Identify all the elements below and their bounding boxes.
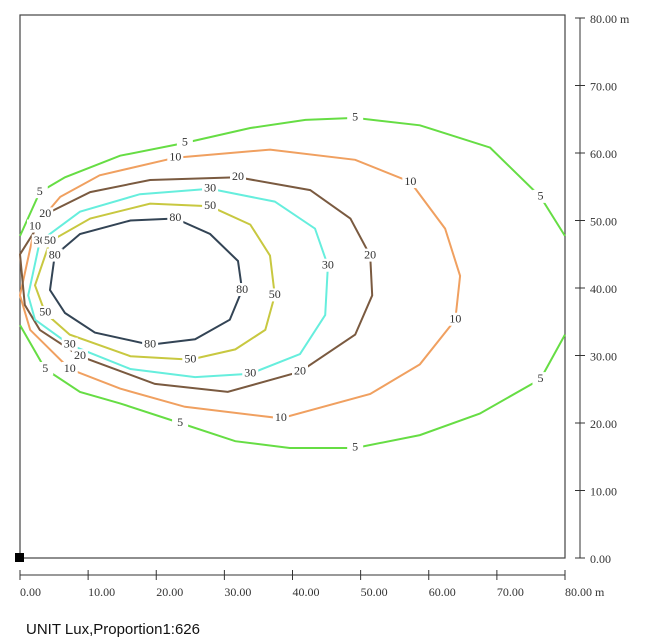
contour-line [48, 217, 244, 346]
y-tick-label: 70.00 [590, 79, 617, 93]
label-bg [532, 372, 549, 386]
label-bg [176, 135, 193, 149]
contour-label: 50 [39, 305, 51, 319]
contour-label: 5 [177, 415, 183, 429]
x-tick-label: 0.00 [20, 585, 41, 599]
contour-label: 10 [169, 149, 181, 163]
label-bg [167, 211, 184, 225]
contour-label: 30 [204, 181, 216, 195]
label-bg [319, 258, 336, 272]
y-tick-label: 30.00 [590, 349, 617, 363]
contour-label: 80 [49, 247, 61, 261]
contour-label: 5 [537, 371, 543, 385]
contour-label: 5 [537, 189, 543, 203]
label-bg [61, 337, 78, 351]
x-tick-label: 80.00 m [565, 585, 605, 599]
label-bg [46, 248, 63, 262]
label-bg [362, 248, 379, 262]
contour-label: 30 [322, 257, 334, 271]
label-bg [41, 234, 58, 248]
x-tick-label: 70.00 [497, 585, 524, 599]
label-bg [266, 288, 283, 302]
label-bg [272, 411, 289, 425]
label-bg [172, 416, 189, 429]
plot-frame [19, 14, 566, 559]
label-bg [202, 181, 219, 195]
contour-label: 80 [169, 210, 181, 224]
y-tick-label: 0.00 [590, 552, 611, 566]
contour-label: 10 [404, 174, 416, 188]
contour-label: 5 [352, 440, 358, 454]
x-tick-label: 40.00 [293, 585, 320, 599]
contour-label: 20 [294, 363, 306, 377]
contour-label: 20 [74, 348, 86, 362]
contour-label: 20 [39, 206, 51, 220]
contour-line [19, 116, 566, 449]
label-bg [37, 305, 54, 319]
contour-label: 20 [232, 169, 244, 183]
contour-label: 50 [184, 351, 196, 365]
contour-label: 80 [236, 282, 248, 296]
y-tick-label: 80.00 m [590, 12, 630, 26]
contour-label: 50 [269, 287, 281, 301]
label-bg [167, 150, 184, 164]
label-bg [182, 352, 199, 366]
x-tick-label: 20.00 [156, 585, 183, 599]
label-bg [291, 364, 308, 378]
x-tick-label: 10.00 [88, 585, 115, 599]
contour-label: 5 [42, 361, 48, 375]
x-tick-label: 60.00 [429, 585, 456, 599]
contour-line [18, 148, 462, 420]
x-tick-label: 30.00 [224, 585, 251, 599]
label-bg [26, 219, 43, 233]
contour-label: 5 [37, 184, 43, 198]
label-bg [37, 207, 54, 221]
caption: UNIT Lux,Proportion1:626 [26, 621, 200, 638]
contour-label: 50 [44, 233, 56, 247]
label-bg [202, 199, 219, 213]
label-bg [402, 175, 419, 189]
label-bg [242, 366, 259, 380]
label-bg [347, 440, 364, 454]
label-bg [532, 189, 549, 203]
contour-line [27, 187, 329, 379]
contour-label: 5 [182, 135, 188, 149]
label-bg [447, 312, 464, 326]
label-bg [142, 337, 159, 351]
x-tick-label: 50.00 [361, 585, 388, 599]
y-tick-label: 50.00 [590, 214, 617, 228]
contour-label: 10 [64, 361, 76, 375]
label-bg [61, 362, 78, 375]
y-tick-label: 10.00 [590, 484, 617, 498]
label-bg [234, 283, 251, 297]
contour-label: 10 [29, 218, 41, 232]
label-bg [71, 349, 88, 363]
y-tick-label: 60.00 [590, 147, 617, 161]
contour-label: 50 [204, 198, 216, 212]
label-bg [37, 362, 54, 375]
y-tick-label: 40.00 [590, 282, 617, 296]
contour-label: 30 [244, 365, 256, 379]
contour-label: 20 [364, 247, 376, 261]
contour-label: 10 [275, 410, 287, 424]
contour-label: 30 [64, 336, 76, 350]
origin-marker [15, 553, 24, 562]
contour-label: 5 [352, 110, 358, 124]
label-bg [347, 110, 364, 124]
label-bg [31, 185, 48, 199]
label-bg [230, 170, 246, 184]
contour-label: 80 [144, 336, 156, 350]
contour-label: 10 [449, 311, 461, 325]
y-tick-label: 20.00 [590, 417, 617, 431]
